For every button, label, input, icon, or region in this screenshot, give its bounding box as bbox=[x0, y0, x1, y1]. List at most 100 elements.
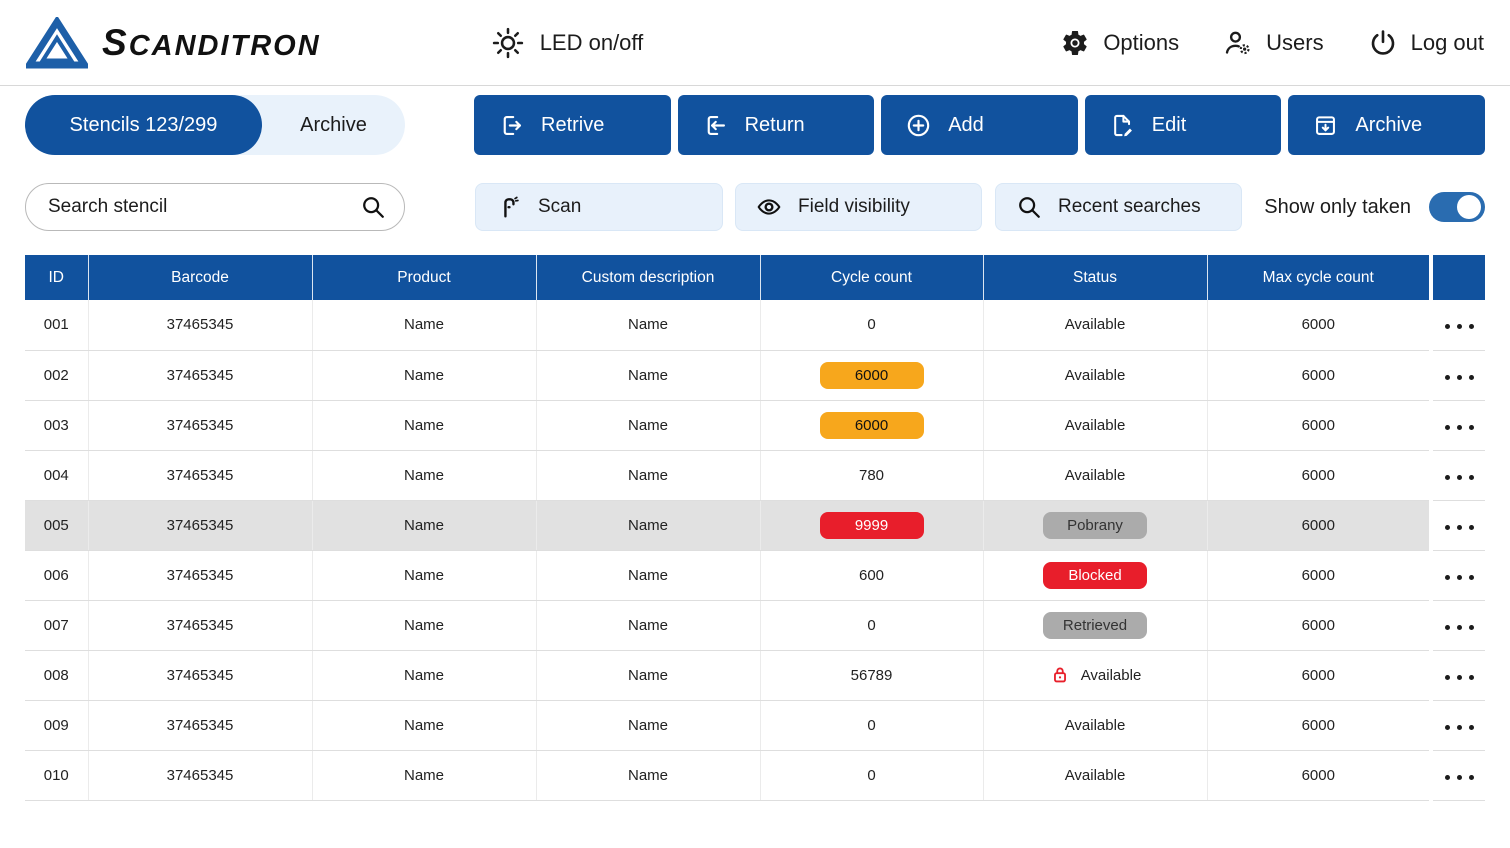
options-button[interactable]: Options bbox=[1060, 28, 1179, 58]
status-value: Available bbox=[1064, 416, 1126, 434]
search-input[interactable] bbox=[48, 196, 360, 218]
row-actions-button[interactable] bbox=[1429, 300, 1485, 351]
column-cycle-count[interactable]: Cycle count bbox=[759, 255, 983, 300]
row-actions-button[interactable] bbox=[1429, 750, 1485, 801]
cell-status: Pobrany bbox=[982, 500, 1207, 551]
cell-id: 001 bbox=[25, 300, 88, 351]
cell-cycle-count: 6000 bbox=[759, 400, 983, 451]
row-actions-button[interactable] bbox=[1429, 350, 1485, 401]
row-actions-button[interactable] bbox=[1429, 450, 1485, 501]
cell-product: Name bbox=[311, 700, 536, 751]
row-actions-button[interactable] bbox=[1429, 600, 1485, 651]
column-custom-description[interactable]: Custom description bbox=[535, 255, 760, 300]
cycle-count-value: 0 bbox=[867, 716, 876, 734]
cell-id: 004 bbox=[25, 450, 88, 501]
cell-product: Name bbox=[311, 750, 536, 801]
column-status[interactable]: Status bbox=[982, 255, 1207, 300]
table-row[interactable]: 001 37465345 Name Name 0 Available 6000 bbox=[25, 300, 1485, 351]
recent-searches-button[interactable]: Recent searches bbox=[995, 183, 1242, 231]
column-product[interactable]: Product bbox=[311, 255, 536, 300]
cell-description: Name bbox=[535, 400, 760, 451]
table-row[interactable]: 010 37465345 Name Name 0 Available 6000 bbox=[25, 750, 1485, 801]
cycle-count-value: 600 bbox=[858, 566, 885, 584]
row-actions-button[interactable] bbox=[1429, 700, 1485, 751]
edit-button[interactable]: Edit bbox=[1084, 95, 1282, 155]
lock-icon bbox=[1053, 667, 1066, 683]
ellipsis-icon bbox=[1444, 424, 1474, 430]
cell-barcode: 37465345 bbox=[87, 350, 312, 401]
cycle-count-value: 0 bbox=[867, 616, 876, 634]
column-barcode[interactable]: Barcode bbox=[87, 255, 312, 300]
cell-barcode: 37465345 bbox=[87, 300, 312, 351]
cell-barcode: 37465345 bbox=[87, 550, 312, 601]
cell-id: 005 bbox=[25, 500, 88, 551]
row-actions-button[interactable] bbox=[1429, 400, 1485, 451]
show-only-taken-toggle[interactable] bbox=[1429, 192, 1485, 222]
tab-archive[interactable]: Archive bbox=[300, 113, 367, 136]
table-row[interactable]: 006 37465345 Name Name 600 Blocked 6000 bbox=[25, 550, 1485, 601]
cycle-count-value: 9999 bbox=[819, 511, 924, 539]
gear-icon bbox=[1063, 30, 1087, 55]
column-max-cycle-count[interactable]: Max cycle count bbox=[1206, 255, 1431, 300]
table-row[interactable]: 002 37465345 Name Name 6000 Available 60… bbox=[25, 350, 1485, 401]
row-actions-button[interactable] bbox=[1429, 550, 1485, 601]
return-button[interactable]: Return bbox=[677, 95, 875, 155]
cell-status: Available bbox=[982, 350, 1207, 401]
add-button[interactable]: Add bbox=[881, 95, 1078, 155]
table-row[interactable]: 007 37465345 Name Name 0 Retrieved 6000 bbox=[25, 600, 1485, 651]
cell-id: 008 bbox=[25, 650, 88, 701]
cell-product: Name bbox=[311, 350, 536, 401]
cell-product: Name bbox=[311, 400, 536, 451]
table-row[interactable]: 003 37465345 Name Name 6000 Available 60… bbox=[25, 400, 1485, 451]
cell-max-cycle: 6000 bbox=[1206, 450, 1431, 501]
search-icon[interactable] bbox=[360, 194, 386, 220]
cell-product: Name bbox=[311, 650, 536, 701]
cell-cycle-count: 0 bbox=[759, 700, 983, 751]
table-row[interactable]: 004 37465345 Name Name 780 Available 600… bbox=[25, 450, 1485, 501]
scan-button[interactable]: Scan bbox=[475, 183, 723, 231]
cell-max-cycle: 6000 bbox=[1206, 650, 1431, 701]
tab-stencils[interactable]: Stencils 123/299 bbox=[25, 95, 262, 155]
brand-logo: SCANDITRON bbox=[26, 16, 321, 69]
retrieve-icon bbox=[503, 115, 522, 135]
column-id[interactable]: ID bbox=[25, 255, 88, 300]
row-actions-button[interactable] bbox=[1429, 650, 1485, 701]
ellipsis-icon bbox=[1444, 474, 1474, 480]
cell-status: Retrieved bbox=[982, 600, 1207, 651]
led-on-off-button[interactable]: LED on/off bbox=[491, 26, 643, 60]
logout-label: Log out bbox=[1410, 29, 1484, 55]
archive-button[interactable]: Archive bbox=[1288, 95, 1485, 155]
cell-cycle-count: 0 bbox=[759, 300, 983, 351]
cell-max-cycle: 6000 bbox=[1206, 300, 1431, 351]
table-row[interactable]: 008 37465345 Name Name 56789 Available 6… bbox=[25, 650, 1485, 701]
edit-document-icon bbox=[1113, 114, 1132, 136]
logout-button[interactable]: Log out bbox=[1368, 28, 1484, 58]
cell-cycle-count: 56789 bbox=[759, 650, 983, 701]
users-label: Users bbox=[1266, 29, 1324, 55]
table-row[interactable]: 009 37465345 Name Name 0 Available 6000 bbox=[25, 700, 1485, 751]
status-value: Blocked bbox=[1043, 561, 1147, 589]
cycle-count-value: 6000 bbox=[819, 361, 924, 389]
status-value: Retrieved bbox=[1043, 611, 1147, 639]
ellipsis-icon bbox=[1444, 624, 1474, 630]
ellipsis-icon bbox=[1444, 324, 1474, 330]
users-button[interactable]: Users bbox=[1223, 28, 1324, 58]
cell-barcode: 37465345 bbox=[87, 400, 312, 451]
cell-status: Available bbox=[982, 750, 1207, 801]
cell-product: Name bbox=[311, 300, 536, 351]
cell-max-cycle: 6000 bbox=[1206, 350, 1431, 401]
cycle-count-value: 56789 bbox=[850, 666, 893, 684]
ellipsis-icon bbox=[1444, 374, 1474, 380]
stencil-table: ID Barcode Product Custom description Cy… bbox=[25, 255, 1485, 801]
status-value: Available bbox=[1064, 366, 1126, 384]
cell-status: Available bbox=[982, 650, 1207, 701]
field-visibility-button[interactable]: Field visibility bbox=[735, 183, 982, 231]
cell-status: Available bbox=[982, 300, 1207, 351]
archive-box-icon bbox=[1316, 115, 1336, 135]
cell-description: Name bbox=[535, 450, 760, 501]
ellipsis-icon bbox=[1444, 674, 1474, 680]
row-actions-button[interactable] bbox=[1429, 500, 1485, 551]
table-row[interactable]: 005 37465345 Name Name 9999 Pobrany 6000 bbox=[25, 500, 1485, 551]
ellipsis-icon bbox=[1444, 524, 1474, 530]
retrieve-button[interactable]: Retrive bbox=[474, 95, 671, 155]
